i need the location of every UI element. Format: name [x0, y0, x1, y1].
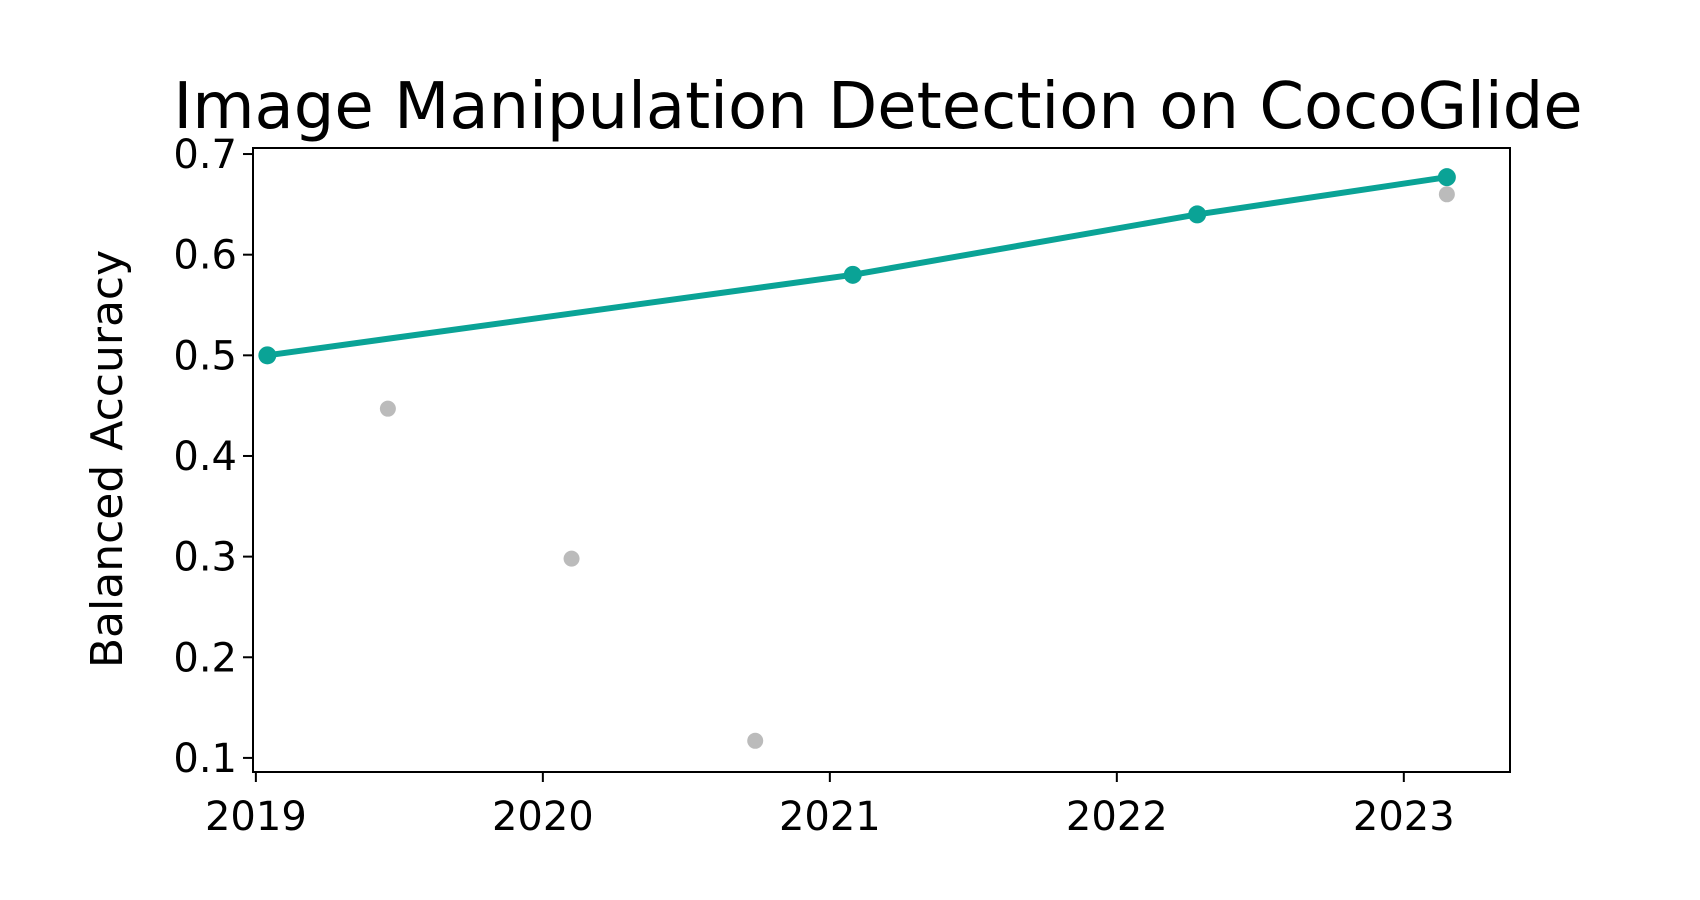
trend-point	[258, 346, 277, 365]
y-tick-label: 0.2	[173, 635, 237, 681]
scatter-point	[747, 732, 764, 749]
scatter-point	[1438, 186, 1455, 203]
scatter-point	[379, 400, 396, 417]
y-axis-label: Balanced Accuracy	[82, 250, 133, 668]
x-tick-label: 2022	[1066, 794, 1168, 840]
trend-point	[1188, 205, 1207, 224]
axis-ticks: 2019 2020 2021 2022 2023 0.1 0.2 0.3 0.4 0.5 0.6 0.…	[173, 132, 1454, 840]
trend-point	[843, 265, 862, 284]
plot-area-frame	[252, 147, 1511, 773]
y-tick-label: 0.5	[173, 333, 237, 379]
y-tick-label: 0.3	[173, 535, 237, 581]
x-tick-label: 2019	[205, 794, 307, 840]
x-tick-label: 2021	[779, 794, 881, 840]
trend-line	[264, 174, 1450, 359]
y-tick-label: 0.6	[173, 233, 237, 279]
data-marks	[258, 168, 1456, 749]
x-tick-label: 2023	[1353, 794, 1455, 840]
y-tick-label: 0.4	[173, 434, 237, 480]
y-tick-label: 0.7	[173, 132, 237, 178]
x-tick-label: 2020	[492, 794, 594, 840]
scatter-point	[563, 550, 580, 567]
trend-point	[1437, 168, 1456, 187]
y-tick-label: 0.1	[173, 736, 237, 782]
chart-title: Image Manipulation Detection on CocoGlid…	[173, 70, 1582, 144]
